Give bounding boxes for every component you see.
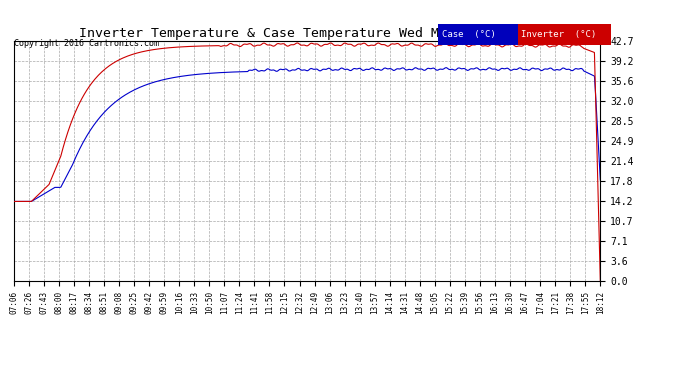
- Text: Copyright 2016 Cartronics.com: Copyright 2016 Cartronics.com: [14, 39, 159, 48]
- Text: Inverter  (°C): Inverter (°C): [521, 30, 596, 39]
- Title: Inverter Temperature & Case Temperature Wed Mar 23  18:30: Inverter Temperature & Case Temperature …: [79, 27, 535, 40]
- Text: Case  (°C): Case (°C): [442, 30, 495, 39]
